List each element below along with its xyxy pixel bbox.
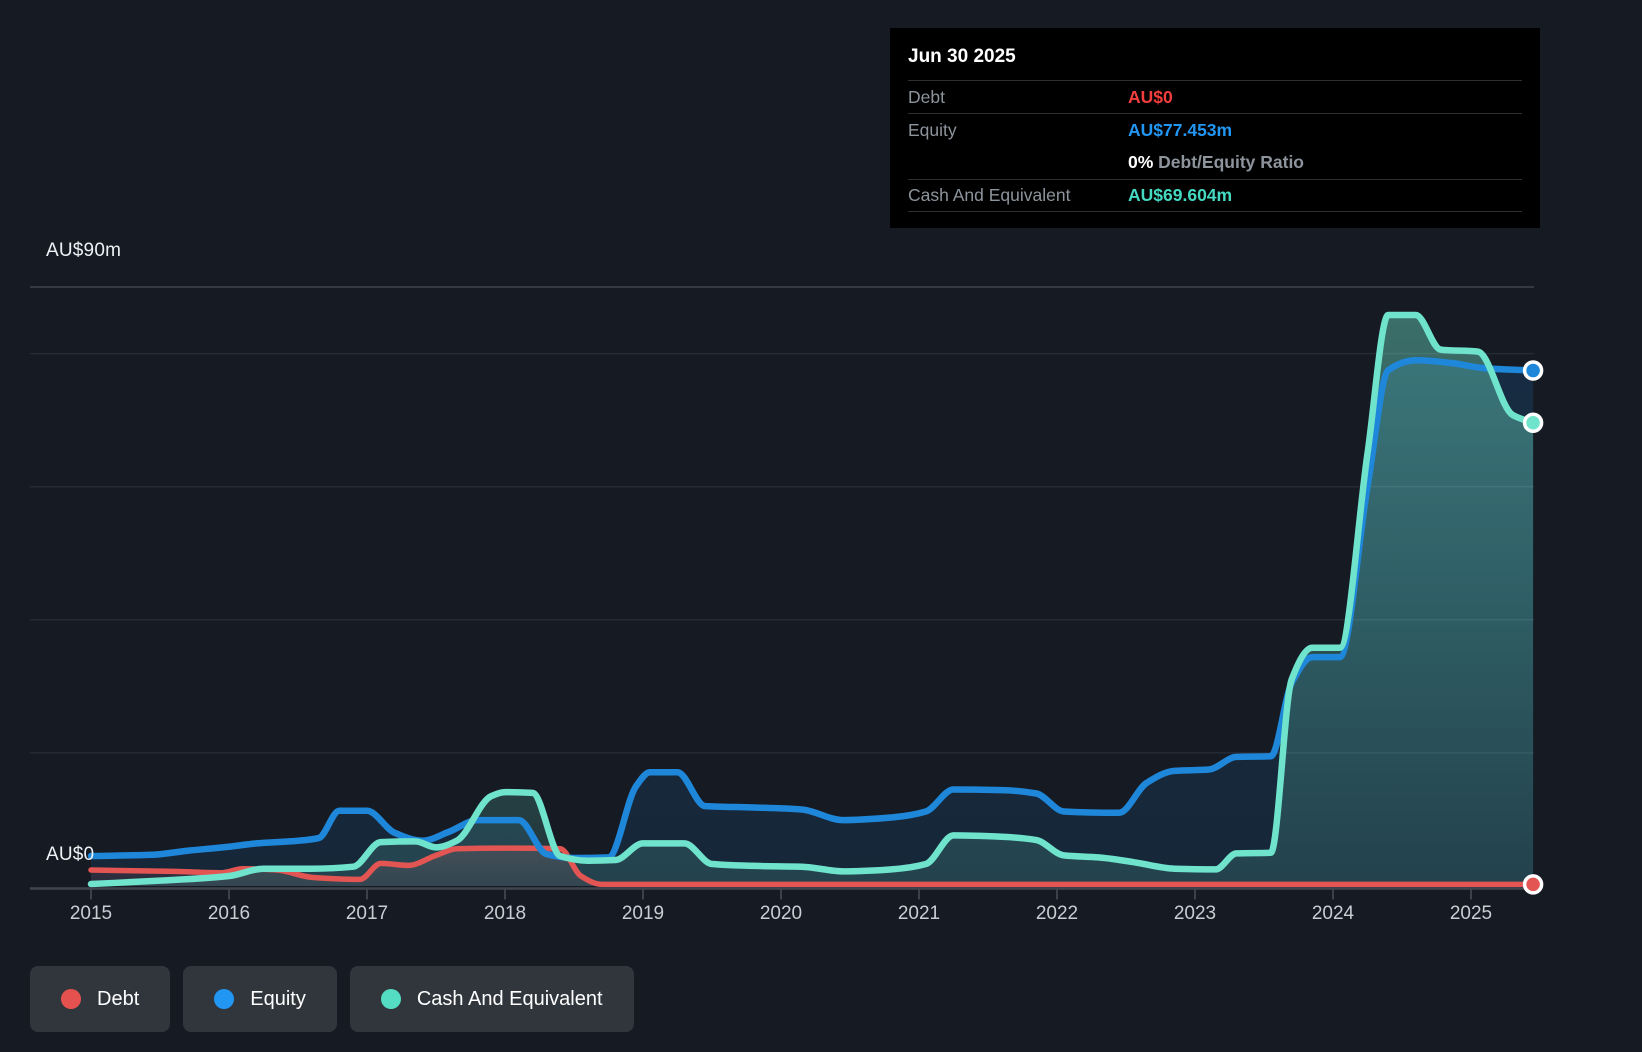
year-label-2023: 2023 bbox=[1173, 903, 1217, 924]
equity-end-marker bbox=[1522, 360, 1544, 381]
tooltip-row-equity: Equity AU$77.453m bbox=[908, 113, 1522, 146]
equity-line bbox=[87, 357, 1537, 862]
chart-tooltip: Jun 30 2025 Debt AU$0 Equity AU$77.453m … bbox=[890, 28, 1540, 228]
debt-equity-ratio-value: 0% bbox=[1128, 152, 1154, 172]
tooltip-row-0-value: AU$0 bbox=[1128, 86, 1173, 107]
cash-color-dot-icon bbox=[380, 989, 401, 1009]
year-label-2018: 2018 bbox=[483, 903, 527, 924]
tooltip-debt-label: Debt bbox=[908, 86, 945, 107]
legend-item-debt[interactable]: Debt bbox=[30, 966, 171, 1032]
y-axis-max-label: AU$90m bbox=[46, 240, 122, 261]
year-label-2019: 2019 bbox=[621, 903, 665, 924]
debt-end-marker bbox=[1522, 874, 1544, 895]
tooltip-cash-label: Cash And Equivalent bbox=[908, 185, 1071, 205]
year-label-2016: 2016 bbox=[207, 903, 251, 924]
year-label-2022: 2022 bbox=[1035, 903, 1079, 924]
legend-debt-label: Debt bbox=[97, 987, 140, 1010]
cash-and-equivalent-area bbox=[91, 315, 1534, 887]
legend-item-equity[interactable]: Equity bbox=[183, 966, 337, 1032]
y-axis-zero-label: AU$0 bbox=[46, 844, 95, 865]
year-label-2020: 2020 bbox=[759, 903, 803, 924]
year-label-2021: 2021 bbox=[897, 903, 941, 924]
chart-legend: Debt Equity Cash And Equivalent bbox=[30, 966, 634, 1032]
year-label-2017: 2017 bbox=[345, 903, 389, 924]
year-label-2015: 2015 bbox=[69, 903, 113, 924]
legend-item-cash[interactable]: Cash And Equivalent bbox=[349, 966, 634, 1032]
year-label-2025: 2025 bbox=[1449, 903, 1493, 924]
tooltip-row-1-value: AU$77.453m bbox=[1128, 119, 1233, 140]
tooltip-row-3-value: AU$69.604m bbox=[1128, 185, 1233, 205]
tooltip-equity-label: Equity bbox=[908, 119, 957, 140]
legend-equity-label: Equity bbox=[250, 987, 306, 1010]
tooltip-row-ratio: 0% Debt/Equity Ratio bbox=[908, 146, 1522, 179]
tooltip-row-debt: Debt AU$0 bbox=[908, 80, 1522, 113]
debt-color-dot-icon bbox=[61, 989, 81, 1009]
year-label-2024: 2024 bbox=[1311, 903, 1355, 924]
equity-color-dot-icon bbox=[214, 989, 235, 1009]
cash-and-equivalent-line bbox=[87, 311, 1537, 888]
debt-equity-ratio-label: Debt/Equity Ratio bbox=[1153, 152, 1304, 172]
tooltip-date: Jun 30 2025 bbox=[908, 46, 1016, 67]
legend-cash-label: Cash And Equivalent bbox=[416, 987, 603, 1010]
tooltip-row-cash: Cash And Equivalent AU$69.604m bbox=[908, 179, 1522, 212]
cash-and-equivalent-end-marker bbox=[1522, 412, 1544, 434]
